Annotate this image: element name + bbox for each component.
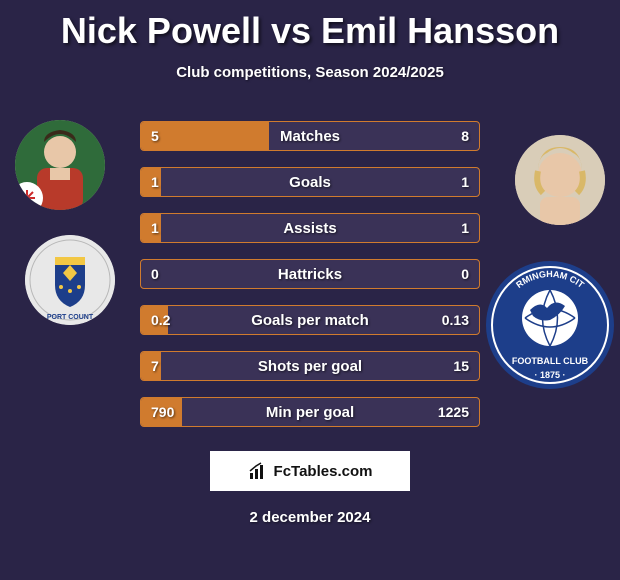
stat-row: 7Shots per goal15 — [140, 351, 480, 381]
stat-label: Hattricks — [141, 266, 479, 283]
svg-text:FOOTBALL CLUB: FOOTBALL CLUB — [512, 356, 589, 366]
player1-avatar — [15, 120, 105, 210]
comparison-title: Nick Powell vs Emil Hansson — [0, 0, 620, 52]
stat-row: 790Min per goal1225 — [140, 397, 480, 427]
stat-value-right: 1 — [461, 220, 469, 236]
stat-value-right: 15 — [453, 358, 469, 374]
brand-chart-icon — [248, 461, 268, 481]
date: 2 december 2024 — [0, 509, 620, 526]
stat-value-right: 8 — [461, 128, 469, 144]
stat-label: Matches — [141, 128, 479, 145]
stat-label: Assists — [141, 220, 479, 237]
player2-avatar — [515, 135, 605, 225]
stat-row: 1Assists1 — [140, 213, 480, 243]
stat-label: Goals per match — [141, 312, 479, 329]
stat-label: Goals — [141, 174, 479, 191]
stat-value-right: 1 — [461, 174, 469, 190]
stat-row: 5Matches8 — [140, 121, 480, 151]
stat-value-right: 0.13 — [442, 312, 469, 328]
stat-label: Shots per goal — [141, 358, 479, 375]
brand-badge: FcTables.com — [210, 451, 410, 491]
stat-row: 1Goals1 — [140, 167, 480, 197]
brand-text: FcTables.com — [274, 463, 373, 480]
svg-text:· 1875 ·: · 1875 · — [534, 370, 565, 380]
player1-name: Nick Powell — [61, 10, 261, 51]
player1-club-crest: PORT COUNT — [25, 235, 115, 325]
svg-text:PORT COUNT: PORT COUNT — [47, 314, 94, 321]
stat-row: 0Hattricks0 — [140, 259, 480, 289]
stat-value-right: 0 — [461, 266, 469, 282]
player2-club-crest: RMINGHAM CIT FOOTBALL CLUB · 1875 · — [485, 260, 615, 390]
stat-value-right: 1225 — [438, 404, 469, 420]
vs-text: vs — [271, 10, 311, 51]
stat-label: Min per goal — [141, 404, 479, 421]
player2-name: Emil Hansson — [321, 10, 559, 51]
subtitle: Club competitions, Season 2024/2025 — [0, 64, 620, 81]
stat-row: 0.2Goals per match0.13 — [140, 305, 480, 335]
